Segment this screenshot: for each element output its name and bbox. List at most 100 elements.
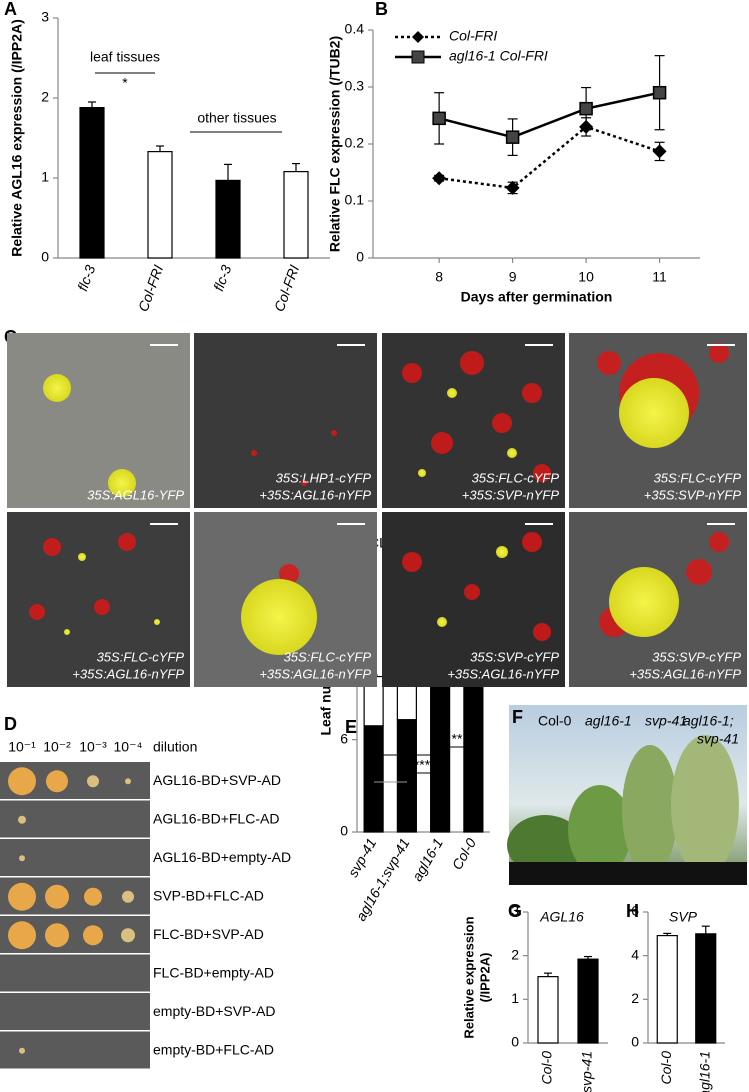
y-tick-label: 4 xyxy=(631,946,639,962)
colony xyxy=(45,884,69,909)
legend-marker xyxy=(412,31,424,43)
red-signal xyxy=(597,351,621,375)
marker xyxy=(432,111,446,126)
red-signal xyxy=(464,584,480,600)
panel-label: H xyxy=(626,901,639,921)
genotype-label: svp-41 xyxy=(645,713,687,729)
y-tick-label: 3 xyxy=(511,903,519,919)
yfp-signal xyxy=(437,617,447,627)
y-tick-label: 2 xyxy=(511,946,519,962)
y-tick-label: 0.3 xyxy=(345,78,365,94)
marker xyxy=(652,144,667,159)
strain-label: AGL16-BD+SVP-AD xyxy=(153,772,281,788)
micrograph-caption: +35S:AGL16-nYFP xyxy=(259,666,371,681)
x-tick-label: flc-3 xyxy=(74,263,98,294)
x-tick-label: Col-FRI xyxy=(271,263,303,314)
dilution-label: 10⁻⁴ xyxy=(114,739,143,755)
y-tick-label: 0.1 xyxy=(345,192,365,208)
bar xyxy=(656,934,678,1044)
bar xyxy=(537,976,559,1044)
annotation: leaf tissues xyxy=(90,49,160,65)
y-tick-label: 0 xyxy=(340,823,348,839)
x-tick-label: Col-0 xyxy=(449,835,480,872)
red-signal xyxy=(522,383,542,403)
colony xyxy=(46,770,68,793)
strain-label: FLC-BD+SVP-AD xyxy=(153,926,264,942)
colony xyxy=(45,923,69,948)
marker xyxy=(652,85,667,100)
y-tick-label: 0.2 xyxy=(345,135,365,151)
yfp-signal xyxy=(619,378,689,448)
micrograph-caption: +35S:SVP-nYFP xyxy=(462,487,560,502)
strain-label: empty-BD+FLC-AD xyxy=(153,1041,274,1057)
yfp-signal xyxy=(154,619,160,625)
y-tick-label: 0.4 xyxy=(345,21,365,37)
micrograph-caption: 35S:SVP-cYFP xyxy=(470,649,559,664)
bar xyxy=(215,179,241,259)
y-tick-label: 0 xyxy=(41,249,49,265)
annotation: *** xyxy=(397,739,414,755)
panel-label: D xyxy=(4,714,17,734)
x-tick-label: 10 xyxy=(578,269,594,285)
bar-segment xyxy=(396,719,417,833)
red-signal xyxy=(533,464,551,482)
chart-title: AGL16 xyxy=(539,909,584,925)
red-signal xyxy=(251,450,257,456)
colony xyxy=(87,775,99,788)
red-signal xyxy=(279,564,299,584)
bar-segment xyxy=(363,725,384,833)
micrograph-caption: 35S:LHP1-cYFP xyxy=(276,470,372,485)
x-tick-label: 11 xyxy=(652,269,667,285)
red-signal xyxy=(460,351,484,375)
y-tick-label: 0 xyxy=(631,1034,639,1050)
legend-label: agl16-1 Col-FRI xyxy=(449,48,548,64)
red-signal xyxy=(301,480,307,486)
annotation: *** xyxy=(414,757,431,773)
panel-label: F xyxy=(512,707,523,727)
dilution-label: 10⁻¹ xyxy=(8,739,36,755)
colony xyxy=(19,1047,25,1054)
y-tick-label: 2 xyxy=(631,990,639,1006)
red-signal xyxy=(709,343,729,363)
colony xyxy=(84,887,102,906)
plate-row xyxy=(0,954,150,992)
plant-photo xyxy=(507,705,747,885)
series-line xyxy=(438,125,660,190)
genotype-label: Col-0 xyxy=(538,713,572,729)
y-tick-label: 1 xyxy=(511,990,519,1006)
yfp-signal xyxy=(108,469,136,497)
red-signal xyxy=(533,623,551,641)
yfp-signal xyxy=(609,567,679,637)
y-axis-label: Relative FLC expression (/TUB2) xyxy=(327,36,343,252)
yfp-signal xyxy=(78,553,86,561)
marker xyxy=(432,171,447,186)
bar xyxy=(695,933,717,1044)
yfp-signal xyxy=(241,579,317,655)
strain-label: empty-BD+SVP-AD xyxy=(153,1003,276,1019)
bar xyxy=(283,171,309,259)
colony xyxy=(8,767,36,796)
panel-label: B xyxy=(375,0,388,19)
micrograph-caption: 35S:AGL16-YFP xyxy=(87,487,184,502)
red-signal xyxy=(522,532,542,552)
chart-title: SVP xyxy=(669,909,698,925)
red-signal xyxy=(43,538,61,556)
micrograph-caption: 35S:FLC-cYFP xyxy=(284,649,372,664)
genotype-label: agl16-1; xyxy=(683,713,734,729)
red-signal xyxy=(402,552,422,572)
y-tick-label: 1 xyxy=(41,169,49,185)
strain-label: AGL16-BD+empty-AD xyxy=(153,849,291,865)
micrograph-caption: +35S:SVP-nYFP xyxy=(644,487,742,502)
micrograph-caption: +35S:AGL16-nYFP xyxy=(72,666,184,681)
dilution-label: 10⁻² xyxy=(43,739,71,755)
marker xyxy=(505,130,520,144)
panel-label: A xyxy=(4,0,17,19)
y-tick-label: 6 xyxy=(631,903,639,919)
red-signal xyxy=(331,430,337,436)
plate-row xyxy=(0,993,150,1030)
y-tick-label: 3 xyxy=(41,9,49,25)
dilution-title: dilution xyxy=(153,739,197,755)
micrograph-caption: +35S:AGL16-nYFP xyxy=(259,487,371,502)
x-axis-label: Days after germination xyxy=(461,289,613,305)
x-tick-label: 9 xyxy=(509,269,517,285)
